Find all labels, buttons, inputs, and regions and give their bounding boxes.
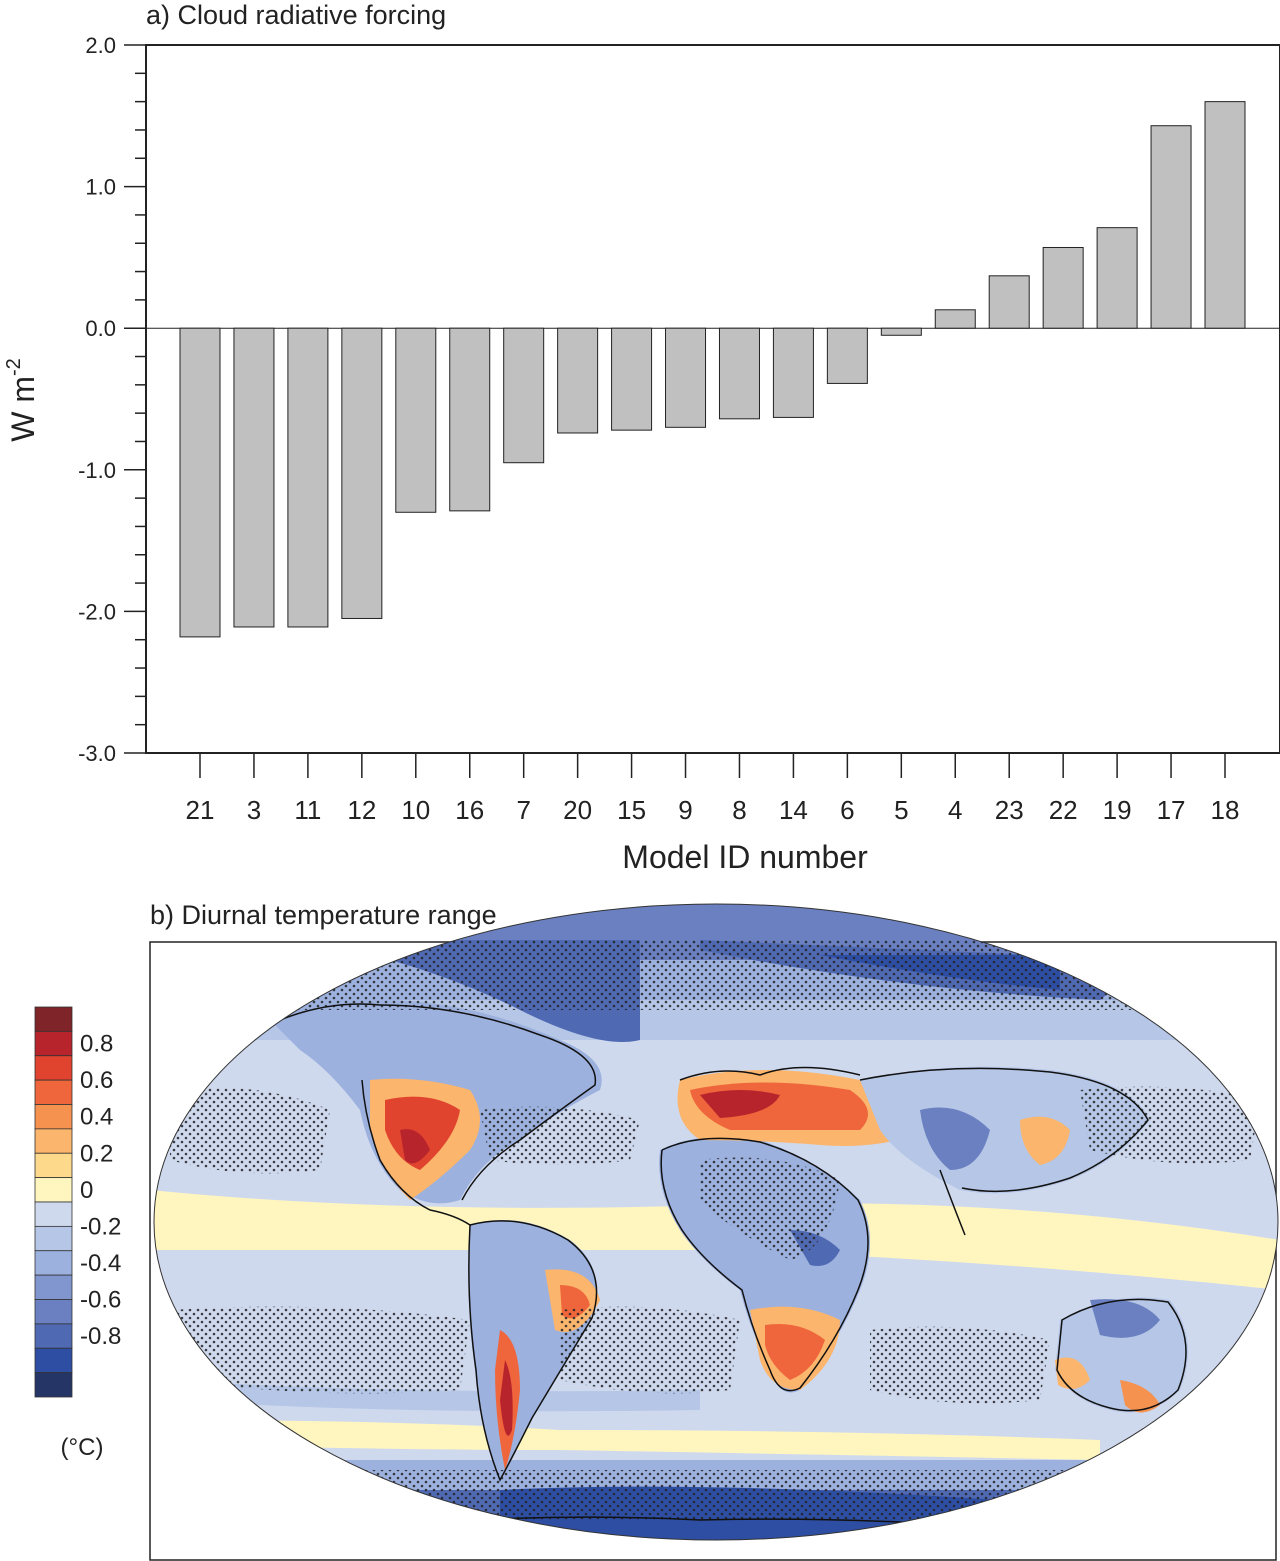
colorbar-swatch xyxy=(34,1323,73,1349)
colorbar-label: -0.2 xyxy=(80,1213,121,1240)
x-tick-label: 11 xyxy=(294,795,321,825)
bar-model-12 xyxy=(341,327,383,619)
bar-model-18 xyxy=(1204,101,1246,329)
colorbar-swatch xyxy=(34,1177,73,1203)
x-tick-label: 18 xyxy=(1211,795,1240,825)
colorbar-swatch xyxy=(34,1079,73,1105)
colorbar-label: 0.4 xyxy=(80,1104,113,1131)
colorbar-label: 0.6 xyxy=(80,1067,113,1094)
bar-model-5 xyxy=(880,327,922,336)
colorbar-label: 0.8 xyxy=(80,1031,113,1058)
y-tick-label: 2.0 xyxy=(85,33,116,58)
colorbar-unit: (°C) xyxy=(61,1434,104,1461)
colorbar-swatch xyxy=(34,1055,73,1081)
colorbar-swatch xyxy=(34,1201,73,1227)
y-tick-label: 0.0 xyxy=(85,316,116,341)
x-tick-label: 23 xyxy=(995,795,1024,825)
colorbar-swatch xyxy=(34,1225,73,1252)
x-tick-label: 10 xyxy=(401,795,430,825)
map-globe-outline xyxy=(153,903,1279,1541)
y-tick-label: 1.0 xyxy=(85,175,116,200)
bar-model-8 xyxy=(718,327,760,420)
colorbar-swatch xyxy=(34,1250,73,1276)
colorbar-swatch xyxy=(34,1128,73,1154)
x-tick-label: 7 xyxy=(516,795,530,825)
colorbar-label: -0.8 xyxy=(80,1323,121,1350)
chart-a-frame xyxy=(145,44,1280,754)
bar-model-23 xyxy=(988,275,1030,329)
x-tick-label: 4 xyxy=(948,795,962,825)
x-tick-label: 6 xyxy=(840,795,854,825)
chart-a-bars xyxy=(179,101,1246,638)
bar-model-6 xyxy=(826,327,868,384)
y-axis-unit: W m xyxy=(5,376,41,442)
y-tick-label: -3.0 xyxy=(78,741,116,766)
x-tick-label: 3 xyxy=(247,795,261,825)
chart-b-title: b) Diurnal temperature range xyxy=(150,900,497,930)
x-tick-label: 8 xyxy=(732,795,746,825)
x-tick-label: 15 xyxy=(617,795,646,825)
bar-model-21 xyxy=(179,327,221,638)
chart-a-x-axis: 21 3 11 12 10 16 7 20 15 9 8 14 6 5 4 23 22 19 17 18 xyxy=(186,753,1240,825)
x-tick-label: 19 xyxy=(1103,795,1132,825)
x-tick-label: 17 xyxy=(1157,795,1186,825)
colorbar: 0.8 0.6 0.4 0.2 0 -0.2 -0.4 -0.6 -0.8 xyxy=(34,1006,121,1398)
chart-a-y-axis: -3.0 -2.0 -1.0 0.0 1.0 2.0 xyxy=(78,33,1280,766)
chart-a-x-axis-title: Model ID number xyxy=(622,839,868,875)
bar-model-14 xyxy=(772,327,814,418)
bar-model-15 xyxy=(611,327,653,431)
bar-model-3 xyxy=(233,327,275,628)
colorbar-label: -0.4 xyxy=(80,1250,121,1277)
colorbar-swatch xyxy=(34,1347,73,1374)
y-axis-unit-exponent: -2 xyxy=(3,358,25,376)
colorbar-swatch xyxy=(34,1006,73,1032)
bar-model-19 xyxy=(1096,227,1138,329)
chart-a-y-axis-title: W m-2 xyxy=(3,358,41,442)
x-tick-label: 21 xyxy=(186,795,215,825)
bar-model-4 xyxy=(934,309,976,329)
bar-model-17 xyxy=(1150,125,1192,329)
bar-model-7 xyxy=(503,327,545,464)
bar-model-20 xyxy=(557,327,599,434)
x-tick-label: 20 xyxy=(563,795,592,825)
colorbar-swatch xyxy=(34,1152,73,1179)
bar-model-22 xyxy=(1042,246,1084,329)
x-tick-label: 22 xyxy=(1049,795,1078,825)
colorbar-label: 0.2 xyxy=(80,1140,113,1167)
y-tick-label: -2.0 xyxy=(78,599,116,624)
bar-model-9 xyxy=(665,327,707,428)
bar-model-16 xyxy=(449,327,491,512)
colorbar-swatch xyxy=(34,1299,73,1325)
y-tick-label: -1.0 xyxy=(78,458,116,483)
colorbar-swatch xyxy=(34,1104,73,1130)
x-tick-label: 12 xyxy=(347,795,376,825)
map-globe xyxy=(154,904,1278,1540)
colorbar-swatch xyxy=(34,1030,73,1057)
colorbar-swatch xyxy=(34,1274,73,1300)
chart-a-title: a) Cloud radiative forcing xyxy=(146,0,447,30)
bar-model-10 xyxy=(395,327,437,513)
bar-model-11 xyxy=(287,327,329,628)
x-tick-label: 16 xyxy=(455,795,484,825)
colorbar-label: 0 xyxy=(80,1177,93,1204)
colorbar-label: -0.6 xyxy=(80,1287,121,1314)
x-tick-label: 14 xyxy=(779,795,808,825)
colorbar-swatch xyxy=(34,1372,73,1398)
x-tick-label: 5 xyxy=(894,795,908,825)
x-tick-label: 9 xyxy=(678,795,692,825)
